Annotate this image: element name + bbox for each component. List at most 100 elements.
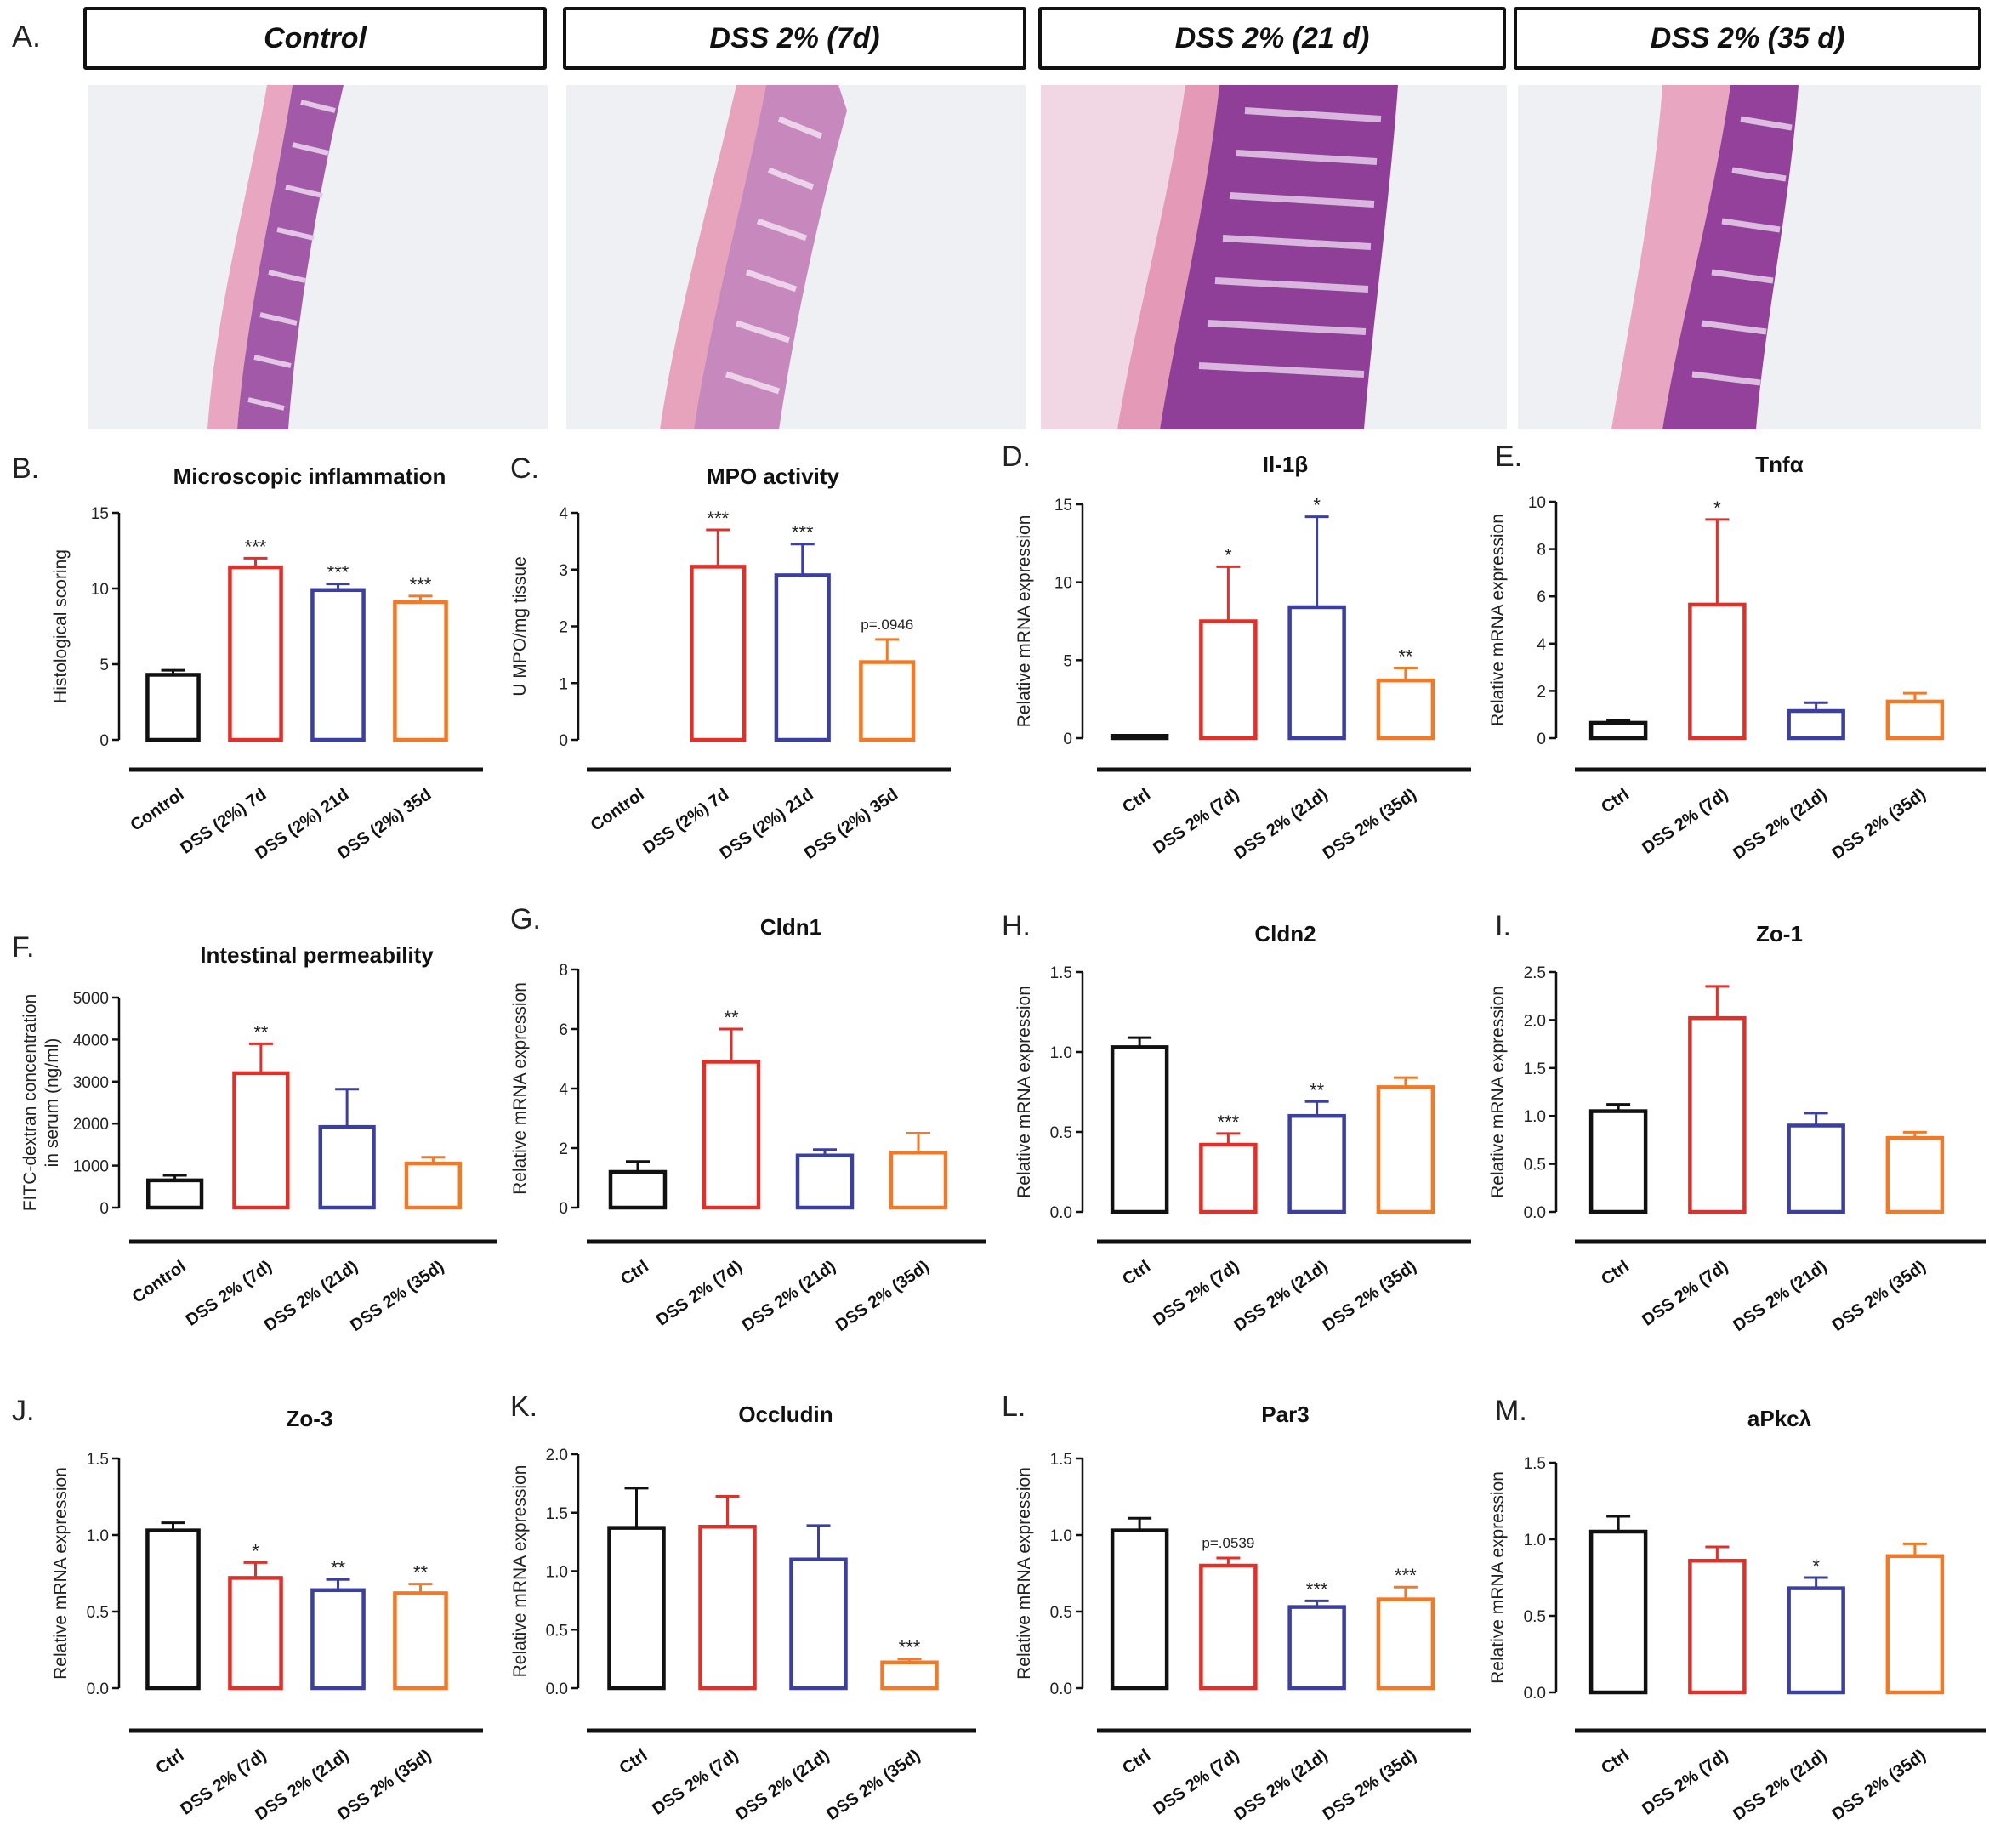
histology-image-dss-21d xyxy=(1041,85,1507,429)
y-tick-label: 2000 xyxy=(73,1116,109,1134)
bar xyxy=(1287,1113,1346,1214)
category-label: DSS 2% (35d) xyxy=(823,1746,923,1824)
y-tick-label: 5 xyxy=(1063,652,1072,670)
significance-label: *** xyxy=(327,562,349,583)
category-label: Ctrl xyxy=(1119,1257,1154,1289)
significance-label: * xyxy=(1313,495,1321,516)
category-label: DSS 2% (7d) xyxy=(653,1257,746,1330)
bar xyxy=(1787,1123,1845,1214)
bar xyxy=(1287,1605,1346,1691)
chart-panel-k: K. Occludin 0.0 0.5 1.0 1.5 2.0 Relative mRNA e… xyxy=(510,1390,976,1824)
y-tick-label: 4 xyxy=(559,1081,568,1099)
y-tick-label: 2.0 xyxy=(1524,1012,1546,1030)
category-label: DSS 2% (7d) xyxy=(1150,785,1242,858)
bar xyxy=(880,1660,939,1691)
y-axis-label: Histological scoring xyxy=(51,549,71,703)
y-tick-label: 1.5 xyxy=(1524,1455,1546,1473)
significance-label: p=.0946 xyxy=(861,617,913,633)
y-tick-label: 4000 xyxy=(73,1032,109,1049)
y-tick-label: 0 xyxy=(559,732,568,750)
significance-label: ** xyxy=(331,1557,346,1578)
chart-panel-g: G. Cldn1 0 2 4 6 8 Relative mRNA expression Ctrl… xyxy=(510,903,986,1335)
bar xyxy=(608,1169,668,1210)
chart-title: Cldn2 xyxy=(1254,921,1316,947)
y-tick-label: 1.0 xyxy=(1524,1108,1546,1126)
significance-label: ** xyxy=(1310,1079,1325,1100)
category-label: DSS 2% (21d) xyxy=(261,1257,361,1335)
bar xyxy=(1885,1135,1945,1214)
category-label: DSS 2% (35d) xyxy=(1829,1746,1929,1824)
significance-label: ** xyxy=(724,1007,739,1028)
category-label: Ctrl xyxy=(1119,1746,1154,1778)
y-tick-label: 0 xyxy=(559,1200,568,1218)
chart-panel-e: E. Tnfα 0 2 4 6 8 10 Relative mRNA expression Ctr… xyxy=(1488,441,1986,863)
bar xyxy=(1885,1554,1945,1695)
y-tick-label: 1.5 xyxy=(1524,1060,1546,1078)
y-tick-label: 0 xyxy=(99,732,109,750)
bar xyxy=(393,1591,448,1691)
panel-letter: H. xyxy=(1002,910,1031,942)
y-axis-label: Relative mRNA expression xyxy=(1488,1471,1508,1684)
bar xyxy=(1199,1142,1258,1214)
y-tick-label: 0.5 xyxy=(1050,1124,1072,1142)
bar xyxy=(1885,699,1945,741)
bar xyxy=(789,1557,848,1691)
category-label: Ctrl xyxy=(1598,1746,1633,1778)
y-tick-label: 0.5 xyxy=(1050,1604,1072,1622)
bar xyxy=(1688,602,1747,741)
y-tick-label: 5000 xyxy=(73,990,109,1008)
category-label: DSS 2% (21d) xyxy=(1730,785,1830,863)
significance-label: ** xyxy=(413,1562,429,1584)
panel-letter: B. xyxy=(12,452,39,485)
y-tick-label: 0.0 xyxy=(87,1680,109,1698)
bar xyxy=(1376,1085,1435,1214)
category-label: DSS 2% (7d) xyxy=(1150,1746,1242,1819)
y-tick-label: 0.5 xyxy=(1524,1157,1546,1174)
category-label: DSS 2% (35d) xyxy=(1320,1257,1420,1335)
bar xyxy=(1588,720,1648,741)
chart-panel-h: H. Cldn2 0.0 0.5 1.0 1.5 Relative mRNA express… xyxy=(1002,910,1471,1335)
category-label: Control xyxy=(588,785,648,835)
significance-label: ** xyxy=(1398,646,1413,668)
y-axis-label: Relative mRNA expression xyxy=(510,1465,530,1678)
y-tick-label: 2.0 xyxy=(546,1447,568,1464)
y-tick-label: 2 xyxy=(559,619,568,637)
significance-label: ** xyxy=(253,1021,269,1043)
y-tick-label: 1.5 xyxy=(1050,964,1072,982)
bar xyxy=(145,1528,201,1691)
category-label: DSS 2% (35d) xyxy=(347,1257,447,1335)
y-tick-label: 6 xyxy=(559,1021,568,1039)
bar xyxy=(145,673,201,742)
y-tick-label: 15 xyxy=(1054,497,1072,515)
category-label: Ctrl xyxy=(1119,785,1154,817)
category-label: DSS 2% (21d) xyxy=(1730,1257,1830,1335)
chart-panel-f: F. Intestinal permeability 0 1000 2000 3000 40… xyxy=(12,931,497,1335)
y-tick-label: 0.5 xyxy=(546,1622,568,1640)
category-label: DSS 2% (7d) xyxy=(1639,1746,1731,1819)
bar xyxy=(1787,708,1845,741)
y-tick-label: 2 xyxy=(1537,683,1546,701)
y-tick-label: 10 xyxy=(1528,494,1546,512)
category-label: Ctrl xyxy=(617,1257,652,1289)
y-tick-label: 1.0 xyxy=(1050,1527,1072,1545)
chart-title: Par3 xyxy=(1261,1402,1309,1427)
bar xyxy=(690,565,747,742)
panel-letter: M. xyxy=(1495,1395,1527,1427)
category-label: DSS 2% (35d) xyxy=(1320,1746,1420,1824)
chart-panel-c: C. MPO activity 0 1 2 3 4 U MPO/mg tissue Contro… xyxy=(510,452,951,863)
bar xyxy=(1199,619,1258,741)
category-label: DSS (2%) 35d xyxy=(801,785,901,863)
y-tick-label: 0.0 xyxy=(1524,1204,1546,1222)
category-label: DSS 2% (21d) xyxy=(1230,1257,1331,1335)
y-tick-label: 0.0 xyxy=(1524,1685,1546,1703)
category-label: Control xyxy=(129,1257,190,1307)
bar xyxy=(1376,1597,1435,1691)
bar xyxy=(1199,1563,1258,1691)
y-tick-label: 3 xyxy=(559,562,568,580)
y-tick-label: 0.0 xyxy=(546,1680,568,1698)
bar xyxy=(795,1153,855,1210)
condition-label-dss-7d: DSS 2% (7d) xyxy=(563,7,1026,70)
bar xyxy=(1688,1558,1747,1695)
y-tick-label: 0 xyxy=(99,1200,109,1218)
chart-panel-j: J. Zo-3 0.0 0.5 1.0 1.5 Relative mRNA expressi… xyxy=(12,1395,483,1824)
